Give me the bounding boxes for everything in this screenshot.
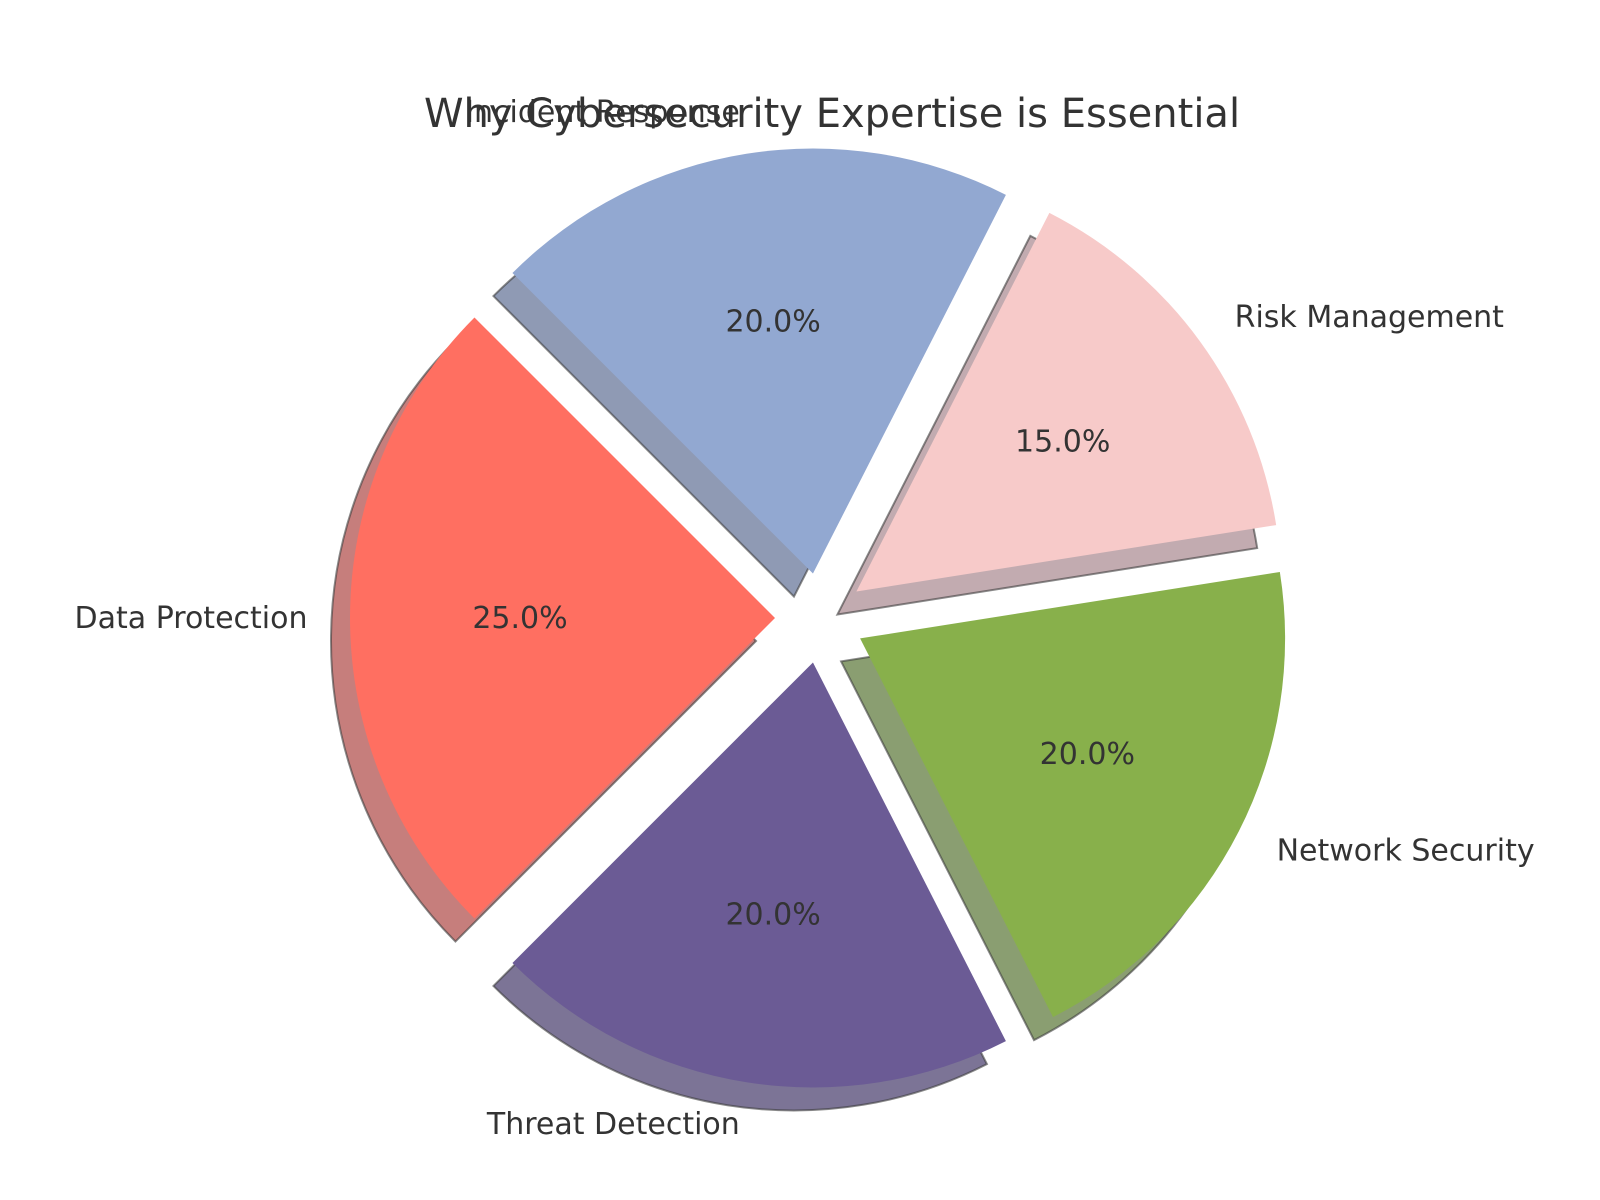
slice-percent-risk-management: 15.0% [1015,425,1110,460]
slice-percent-network-security: 20.0% [1040,737,1135,772]
pie-slice-data-protection [350,317,775,919]
pie-slice-threat-detection [512,662,1006,1088]
slice-label-threat-detection: Threat Detection [486,1107,740,1142]
chart-title: Why Cybersecurity Expertise is Essential [424,91,1240,137]
pie-slice-network-security [860,571,1286,1018]
pie-slice-incident-response [512,148,1006,574]
pie-slices [350,148,1286,1088]
pie-slice-risk-management [856,212,1277,592]
slice-label-network-security: Network Security [1277,834,1535,869]
slice-labels: Data Protection 25.0% Threat Detection 20.0… [75,95,1535,1142]
slice-percent-data-protection: 25.0% [472,601,567,636]
slice-percent-threat-detection: 20.0% [725,897,820,932]
slice-label-data-protection: Data Protection [75,601,308,636]
slice-label-risk-management: Risk Management [1235,300,1505,335]
slice-label-incident-response: Incident Response [465,95,740,130]
slice-percent-incident-response: 20.0% [725,305,820,340]
